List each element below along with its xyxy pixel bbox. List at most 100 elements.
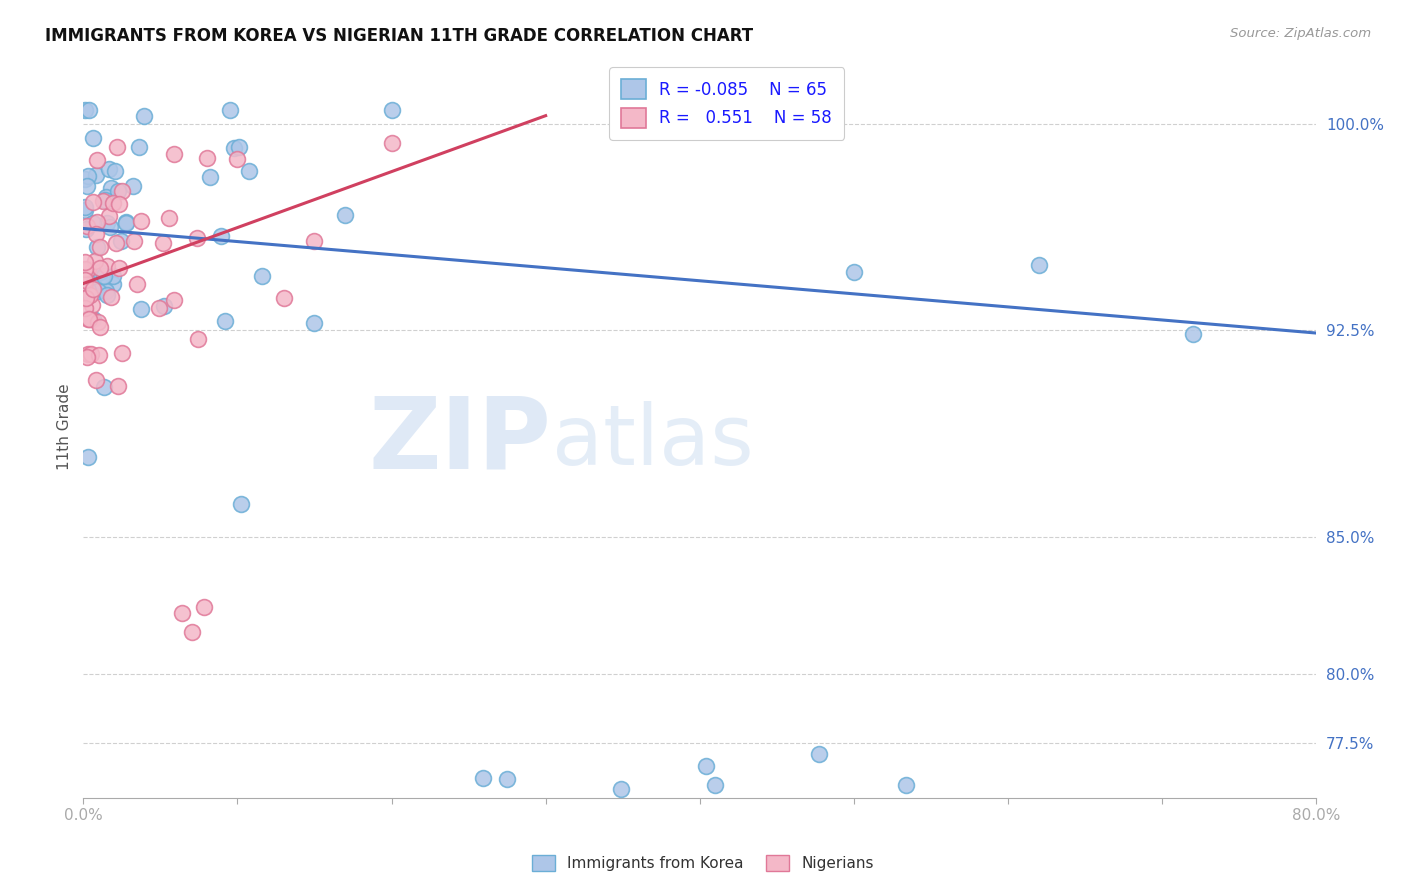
Text: atlas: atlas — [551, 401, 754, 482]
Point — [704, 778, 727, 792]
Point — [89, 239, 111, 253]
Point — [214, 313, 236, 327]
Point — [172, 606, 194, 620]
Point — [226, 152, 249, 166]
Point — [96, 288, 118, 302]
Point — [82, 298, 104, 312]
Point — [82, 282, 104, 296]
Point — [250, 269, 273, 284]
Point — [76, 283, 98, 297]
Point — [1028, 258, 1050, 272]
Point — [82, 312, 104, 326]
Point — [76, 312, 98, 326]
Point — [87, 348, 110, 362]
Point — [807, 747, 830, 762]
Point — [89, 260, 111, 275]
Point — [108, 261, 131, 276]
Text: ZIP: ZIP — [368, 393, 551, 490]
Point — [76, 450, 98, 464]
Point — [86, 315, 108, 329]
Legend: Immigrants from Korea, Nigerians: Immigrants from Korea, Nigerians — [526, 849, 880, 877]
Point — [82, 131, 104, 145]
Point — [97, 162, 120, 177]
Point — [73, 202, 96, 217]
Point — [229, 497, 252, 511]
Point — [79, 288, 101, 302]
Point — [107, 184, 129, 198]
Legend: R = -0.085    N = 65, R =   0.551    N = 58: R = -0.085 N = 65, R = 0.551 N = 58 — [609, 67, 844, 139]
Point — [76, 350, 98, 364]
Point — [82, 216, 104, 230]
Point — [84, 254, 107, 268]
Point — [76, 178, 98, 193]
Point — [304, 234, 326, 248]
Point — [96, 216, 118, 230]
Point — [195, 151, 218, 165]
Point — [152, 236, 174, 251]
Point — [97, 210, 120, 224]
Point — [84, 169, 107, 183]
Point — [110, 234, 132, 248]
Point — [148, 301, 170, 315]
Point — [127, 277, 149, 291]
Point — [104, 164, 127, 178]
Point — [96, 259, 118, 273]
Point — [186, 231, 208, 245]
Point — [73, 200, 96, 214]
Point — [101, 268, 124, 283]
Point — [193, 599, 215, 614]
Point — [90, 270, 112, 285]
Point — [122, 235, 145, 249]
Point — [107, 378, 129, 392]
Point — [79, 347, 101, 361]
Point — [91, 194, 114, 209]
Point — [101, 196, 124, 211]
Point — [94, 193, 117, 207]
Point — [75, 103, 97, 118]
Point — [82, 277, 104, 291]
Point — [73, 172, 96, 186]
Point — [380, 136, 402, 151]
Point — [77, 169, 100, 183]
Point — [98, 219, 121, 234]
Point — [73, 277, 96, 291]
Point — [93, 380, 115, 394]
Point — [219, 103, 242, 118]
Point — [100, 290, 122, 304]
Point — [273, 291, 295, 305]
Point — [610, 782, 633, 797]
Point — [86, 215, 108, 229]
Point — [132, 109, 155, 123]
Point — [101, 277, 124, 292]
Point — [107, 197, 129, 211]
Point — [94, 190, 117, 204]
Point — [73, 262, 96, 277]
Point — [111, 346, 134, 360]
Point — [104, 236, 127, 251]
Point — [153, 299, 176, 313]
Point — [162, 146, 184, 161]
Point — [163, 293, 186, 308]
Point — [89, 319, 111, 334]
Point — [77, 261, 100, 276]
Point — [1181, 327, 1204, 342]
Point — [115, 215, 138, 229]
Point — [181, 625, 204, 640]
Point — [894, 778, 917, 792]
Point — [209, 228, 232, 243]
Point — [86, 240, 108, 254]
Point — [380, 103, 402, 118]
Point — [100, 181, 122, 195]
Point — [73, 255, 96, 269]
Point — [73, 273, 96, 287]
Point — [107, 140, 129, 154]
Text: IMMIGRANTS FROM KOREA VS NIGERIAN 11TH GRADE CORRELATION CHART: IMMIGRANTS FROM KOREA VS NIGERIAN 11TH G… — [45, 27, 754, 45]
Point — [84, 373, 107, 387]
Point — [121, 178, 143, 193]
Point — [87, 284, 110, 298]
Point — [93, 268, 115, 283]
Point — [82, 194, 104, 209]
Point — [129, 214, 152, 228]
Point — [96, 284, 118, 298]
Text: Source: ZipAtlas.com: Source: ZipAtlas.com — [1230, 27, 1371, 40]
